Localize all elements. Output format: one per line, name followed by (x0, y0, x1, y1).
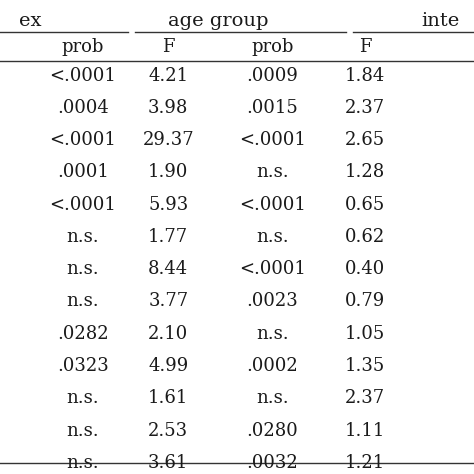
Text: 2.65: 2.65 (345, 131, 385, 149)
Text: .0023: .0023 (246, 292, 299, 310)
Text: 1.11: 1.11 (345, 421, 385, 439)
Text: .0001: .0001 (57, 164, 109, 182)
Text: n.s.: n.s. (256, 325, 289, 343)
Text: 2.37: 2.37 (345, 99, 385, 117)
Text: .0280: .0280 (246, 421, 299, 439)
Text: <.0001: <.0001 (239, 260, 306, 278)
Text: prob: prob (251, 38, 294, 56)
Text: 1.28: 1.28 (345, 164, 385, 182)
Text: .0032: .0032 (246, 454, 299, 472)
Text: 2.10: 2.10 (148, 325, 188, 343)
Text: <.0001: <.0001 (239, 131, 306, 149)
Text: 2.53: 2.53 (148, 421, 188, 439)
Text: 1.61: 1.61 (148, 389, 189, 407)
Text: .0004: .0004 (57, 99, 109, 117)
Text: 0.79: 0.79 (345, 292, 385, 310)
Text: F: F (162, 38, 174, 56)
Text: n.s.: n.s. (67, 228, 99, 246)
Text: 4.21: 4.21 (148, 66, 188, 84)
Text: .0282: .0282 (57, 325, 109, 343)
Text: 2.37: 2.37 (345, 389, 385, 407)
Text: age group: age group (168, 12, 268, 30)
Text: 4.99: 4.99 (148, 357, 188, 375)
Text: .0009: .0009 (246, 66, 299, 84)
Text: 8.44: 8.44 (148, 260, 188, 278)
Text: prob: prob (62, 38, 104, 56)
Text: 1.90: 1.90 (148, 164, 189, 182)
Text: F: F (359, 38, 371, 56)
Text: 1.77: 1.77 (148, 228, 188, 246)
Text: <.0001: <.0001 (49, 131, 117, 149)
Text: 5.93: 5.93 (148, 196, 188, 214)
Text: n.s.: n.s. (67, 454, 99, 472)
Text: .0015: .0015 (246, 99, 299, 117)
Text: 1.84: 1.84 (345, 66, 385, 84)
Text: n.s.: n.s. (67, 292, 99, 310)
Text: 0.65: 0.65 (345, 196, 385, 214)
Text: 29.37: 29.37 (143, 131, 194, 149)
Text: 3.61: 3.61 (148, 454, 189, 472)
Text: 1.35: 1.35 (345, 357, 385, 375)
Text: n.s.: n.s. (67, 389, 99, 407)
Text: .0002: .0002 (246, 357, 299, 375)
Text: 3.98: 3.98 (148, 99, 189, 117)
Text: 0.40: 0.40 (345, 260, 385, 278)
Text: n.s.: n.s. (256, 228, 289, 246)
Text: n.s.: n.s. (256, 389, 289, 407)
Text: <.0001: <.0001 (49, 196, 117, 214)
Text: 3.77: 3.77 (148, 292, 188, 310)
Text: ex: ex (19, 12, 41, 30)
Text: n.s.: n.s. (67, 260, 99, 278)
Text: .0323: .0323 (57, 357, 109, 375)
Text: 1.21: 1.21 (345, 454, 385, 472)
Text: n.s.: n.s. (256, 164, 289, 182)
Text: 1.05: 1.05 (345, 325, 385, 343)
Text: <.0001: <.0001 (239, 196, 306, 214)
Text: 0.62: 0.62 (345, 228, 385, 246)
Text: <.0001: <.0001 (49, 66, 117, 84)
Text: inte: inte (421, 12, 460, 30)
Text: n.s.: n.s. (67, 421, 99, 439)
